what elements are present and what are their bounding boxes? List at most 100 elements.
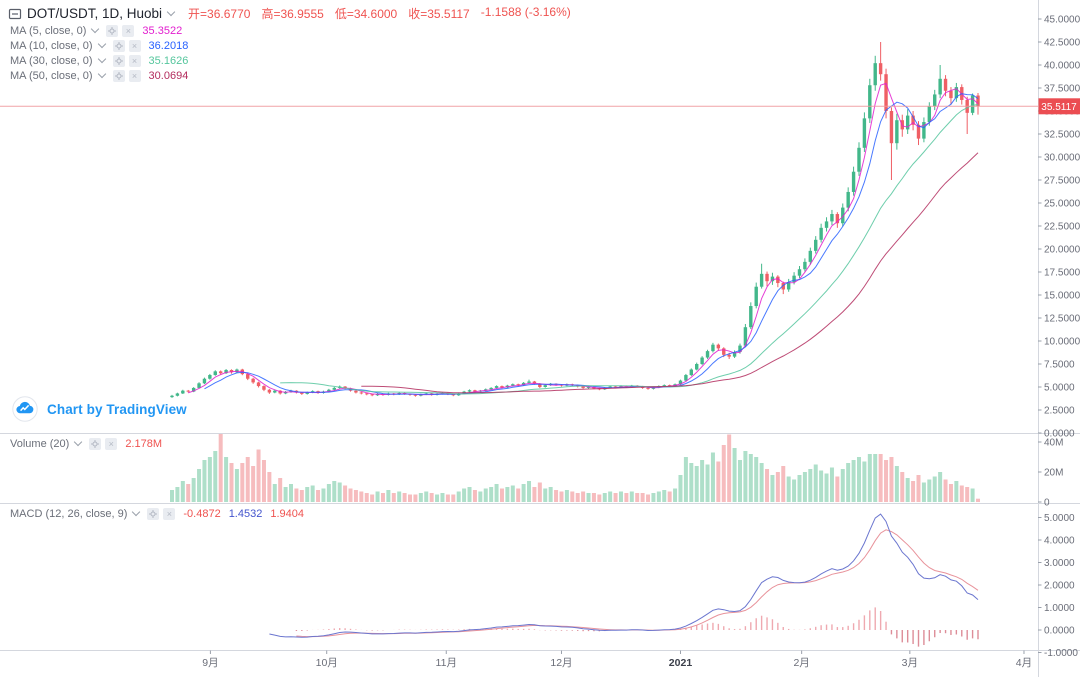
attribution-text[interactable]: Chart by TradingView [47,401,187,417]
volume-axis[interactable]: 40M 20M 0 [1038,438,1063,509]
tradingview-attribution[interactable]: Chart by TradingView [12,396,187,422]
close-icon[interactable]: × [128,69,141,82]
close-icon[interactable]: × [128,39,141,52]
candle-body [792,275,796,283]
candle-body [927,106,932,123]
macd-axis[interactable]: 5.0000 4.0000 3.0000 2.0000 1.0000 0.0000 -1.0… [1038,513,1078,659]
settings-icon[interactable] [112,54,125,67]
volume-bar [656,491,661,502]
volume-bar [402,493,407,502]
close-icon[interactable]: × [163,507,176,520]
chevron-down-icon[interactable] [166,7,176,17]
candle-body [711,344,715,352]
candle-body [705,351,710,358]
axis-tick-label: 2.5000 [1044,406,1075,417]
volume-bar [435,494,440,502]
settings-icon[interactable] [89,437,102,450]
macd-pane[interactable] [269,513,979,647]
volume-bar [483,488,488,502]
chevron-down-icon[interactable] [91,24,100,34]
settings-icon[interactable] [112,69,125,82]
indicator-label: MA (30, close, 0) [10,54,93,67]
volume-bar [651,493,656,502]
volume-bar [467,487,472,502]
volume-bar [175,487,180,502]
volume-bar [256,449,261,502]
axis-tick-label: 32.5000 [1044,130,1080,141]
candle-body [413,394,418,396]
indicator-row-ma10[interactable]: MA (10, close, 0) × 36.2018 [10,39,188,52]
settings-icon[interactable] [106,24,119,37]
time-tick-label: 9月 [202,657,218,669]
volume-bar [662,490,667,502]
candle-body [359,392,364,394]
volume-bar [202,460,207,502]
volume-bar [678,475,683,502]
candle-body [884,74,888,111]
chevron-down-icon[interactable] [97,69,106,79]
candle-body [516,384,520,386]
candle-body [851,171,856,192]
chevron-down-icon[interactable] [132,507,141,517]
settings-icon[interactable] [147,507,160,520]
candle-body [722,348,726,355]
close-icon[interactable]: × [105,437,118,450]
chevron-down-icon[interactable] [74,437,83,447]
candle-body [916,124,921,139]
axis-tick-label: 0.0000 [1044,429,1075,440]
symbol-title[interactable]: DOT/USDT, 1D, Huobi [27,6,163,21]
volume-bar [310,485,315,502]
volume-bar [505,487,510,502]
volume-bar [943,479,948,502]
candle-body [873,63,877,86]
candle-body [700,357,704,364]
price-axis[interactable]: 0.0000 2.5000 5.0000 7.5000 10.0000 12.5000 15… [1038,0,1080,440]
chevron-down-icon[interactable] [97,39,106,49]
volume-bar [911,481,916,502]
settings-icon[interactable] [112,39,125,52]
high-value: 高=36.9555 [261,7,324,21]
volume-bar [224,457,229,502]
volume-bar [608,491,613,502]
volume-bar [813,464,818,502]
price-pane[interactable] [170,42,980,398]
time-axis[interactable]: 9月 10月 11月 12月 2021 2月 3月 4月 [202,650,1032,670]
symbol-details-icon[interactable] [8,7,22,21]
axis-tick-label: 0.0000 [1044,626,1075,637]
volume-bar [386,490,391,502]
indicator-row-volume[interactable]: Volume (20) × 2.178M [10,437,162,450]
volume-bar [618,491,623,502]
axis-tick-label: 22.5000 [1044,222,1080,233]
macd-hist-value: -0.4872 [183,507,221,520]
volume-pane[interactable] [170,433,980,502]
volume-bar [829,467,834,502]
candle-body [743,327,748,346]
indicator-row-macd[interactable]: MACD (12, 26, close, 9) × -0.4872 1.4532… [10,507,304,520]
indicator-row-ma5[interactable]: MA (5, close, 0) × 35.3522 [10,24,182,37]
candle-body [954,87,959,99]
candle-body [170,395,174,398]
close-icon[interactable]: × [128,54,141,67]
candle-body [765,273,769,282]
time-tick-label: 11月 [436,657,457,669]
chevron-down-icon[interactable] [97,54,106,64]
volume-bar [840,469,845,502]
indicator-row-ma30[interactable]: MA (30, close, 0) × 35.1626 [10,54,188,67]
volume-bar [673,488,678,502]
volume-bar [932,476,937,502]
indicator-label: MA (5, close, 0) [10,24,87,37]
close-icon[interactable]: × [122,24,135,37]
volume-bar [867,454,872,502]
volume-bar [705,464,710,502]
volume-bar [819,470,824,502]
volume-bar [570,491,575,502]
candle-body [819,227,823,240]
time-tick-label: 10月 [316,657,338,669]
indicator-row-ma50[interactable]: MA (50, close, 0) × 30.0694 [10,69,188,82]
macd-line [269,513,979,638]
axis-tick-label: 0 [1044,498,1050,509]
low-value: 低=34.6000 [334,7,398,21]
volume-bar [770,475,775,502]
candle-body [738,345,742,353]
